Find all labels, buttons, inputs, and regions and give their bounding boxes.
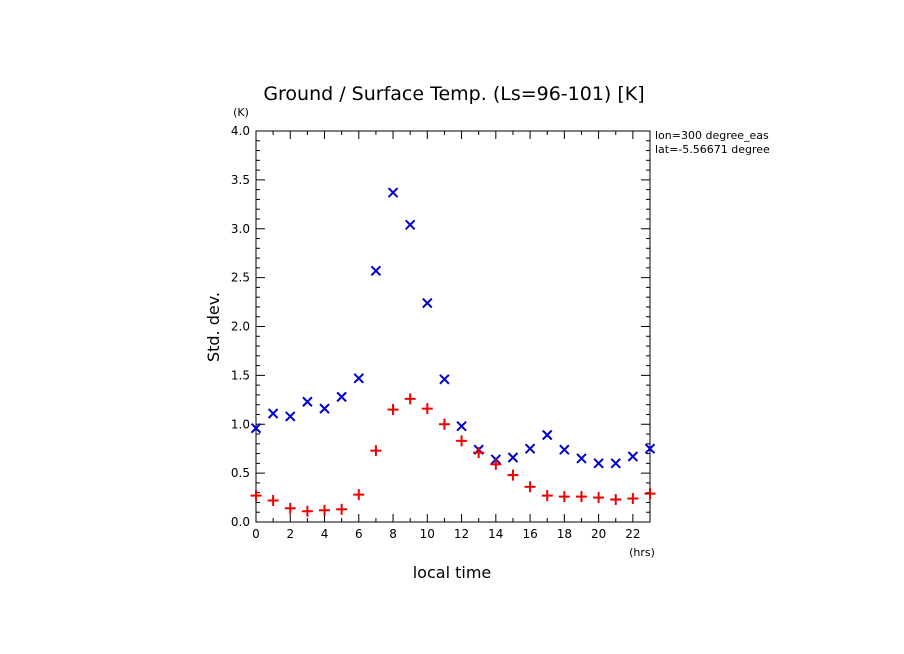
red-plus-marker <box>456 435 468 447</box>
blue-x-marker <box>285 411 296 422</box>
blue-x-marker <box>542 429 553 441</box>
y-tick-label: 4.0 <box>231 124 250 138</box>
plot-frame <box>255 130 651 523</box>
red-plus-marker <box>644 488 656 500</box>
red-plus-marker <box>250 490 262 502</box>
red-plus-marker <box>610 494 622 506</box>
x-tick-label: 12 <box>454 527 469 541</box>
blue-x-marker <box>302 396 313 407</box>
blue-x-marker <box>370 265 382 276</box>
x-tick-label: 14 <box>488 527 503 541</box>
blue-x-marker <box>267 408 279 419</box>
blue-x-marker <box>353 373 364 384</box>
y-tick-label: 1.0 <box>231 417 250 431</box>
red-plus-marker <box>421 403 433 415</box>
blue-x-marker <box>439 374 450 385</box>
red-plus-marker <box>575 491 587 503</box>
red-plus-marker <box>541 490 553 502</box>
x-tick-label: 16 <box>522 527 537 541</box>
y-tick-label: 3.0 <box>231 222 250 236</box>
red-plus-marker <box>319 504 331 516</box>
x-tick-label: 18 <box>557 527 572 541</box>
blue-x-marker <box>576 453 587 464</box>
y-tick-label: 0.0 <box>231 515 250 529</box>
red-plus-marker <box>387 404 399 416</box>
red-plus-marker <box>473 447 485 459</box>
blue-x-marker <box>250 422 262 434</box>
y-tick-label: 2.5 <box>231 271 250 285</box>
red-plus-marker <box>524 481 536 493</box>
red-plus-marker <box>438 418 450 430</box>
red-plus-marker <box>353 489 365 501</box>
y-tick-label: 2.0 <box>231 320 250 334</box>
blue-x-marker <box>644 443 656 454</box>
blue-x-marker <box>404 219 416 231</box>
blue-x-marker <box>559 444 570 455</box>
blue-x-marker <box>319 403 330 414</box>
red-plus-marker <box>267 494 279 506</box>
blue-x-marker <box>456 420 467 432</box>
blue-x-marker <box>507 452 519 463</box>
chart-title: Ground / Surface Temp. (Ls=96-101) [K] <box>263 83 644 105</box>
blue-x-marker <box>387 187 399 198</box>
red-plus-marker <box>593 492 605 504</box>
x-unit-label: (hrs) <box>629 546 655 559</box>
annotation-lon: lon=300 degree_eas <box>655 129 769 142</box>
x-axis: 0 2 4 6 8 10 12 14 16 18 20 22 <box>252 131 651 541</box>
x-tick-label: 20 <box>591 527 606 541</box>
y-tick-label: 0.5 <box>231 466 250 480</box>
red-plus-marker <box>284 502 296 514</box>
red-plus-marker <box>370 445 382 457</box>
blue-x-marker <box>593 458 604 469</box>
red-plus-marker <box>404 393 416 405</box>
red-plus-marker <box>627 493 639 505</box>
blue-x-marker <box>422 297 433 309</box>
y-tick-label: 1.5 <box>231 368 250 382</box>
red-plus-marker <box>490 458 502 470</box>
x-tick-label: 22 <box>625 527 640 541</box>
data-marks <box>250 187 656 517</box>
red-plus-marker <box>336 503 348 515</box>
x-tick-label: 0 <box>252 527 260 541</box>
blue-x-marker <box>524 443 536 454</box>
blue-x-marker <box>627 451 639 462</box>
y-axis: 0.0 0.5 1.0 1.5 2.0 2.5 3.0 3.5 4.0 <box>231 124 650 529</box>
x-tick-label: 8 <box>389 527 397 541</box>
blue-x-marker <box>336 391 347 403</box>
x-axis-label: local time <box>413 563 492 582</box>
y-tick-label: 3.5 <box>231 173 250 187</box>
x-tick-label: 6 <box>355 527 363 541</box>
y-unit-label: (K) <box>233 106 249 119</box>
red-plus-marker <box>507 469 519 481</box>
blue-x-marker <box>610 458 621 469</box>
y-axis-label: Std. dev. <box>204 292 223 362</box>
x-tick-label: 2 <box>286 527 294 541</box>
annotation-lat: lat=-5.56671 degree <box>655 143 770 156</box>
x-tick-label: 4 <box>321 527 329 541</box>
x-tick-label: 10 <box>420 527 435 541</box>
red-plus-marker <box>301 505 313 517</box>
red-plus-marker <box>558 491 570 503</box>
